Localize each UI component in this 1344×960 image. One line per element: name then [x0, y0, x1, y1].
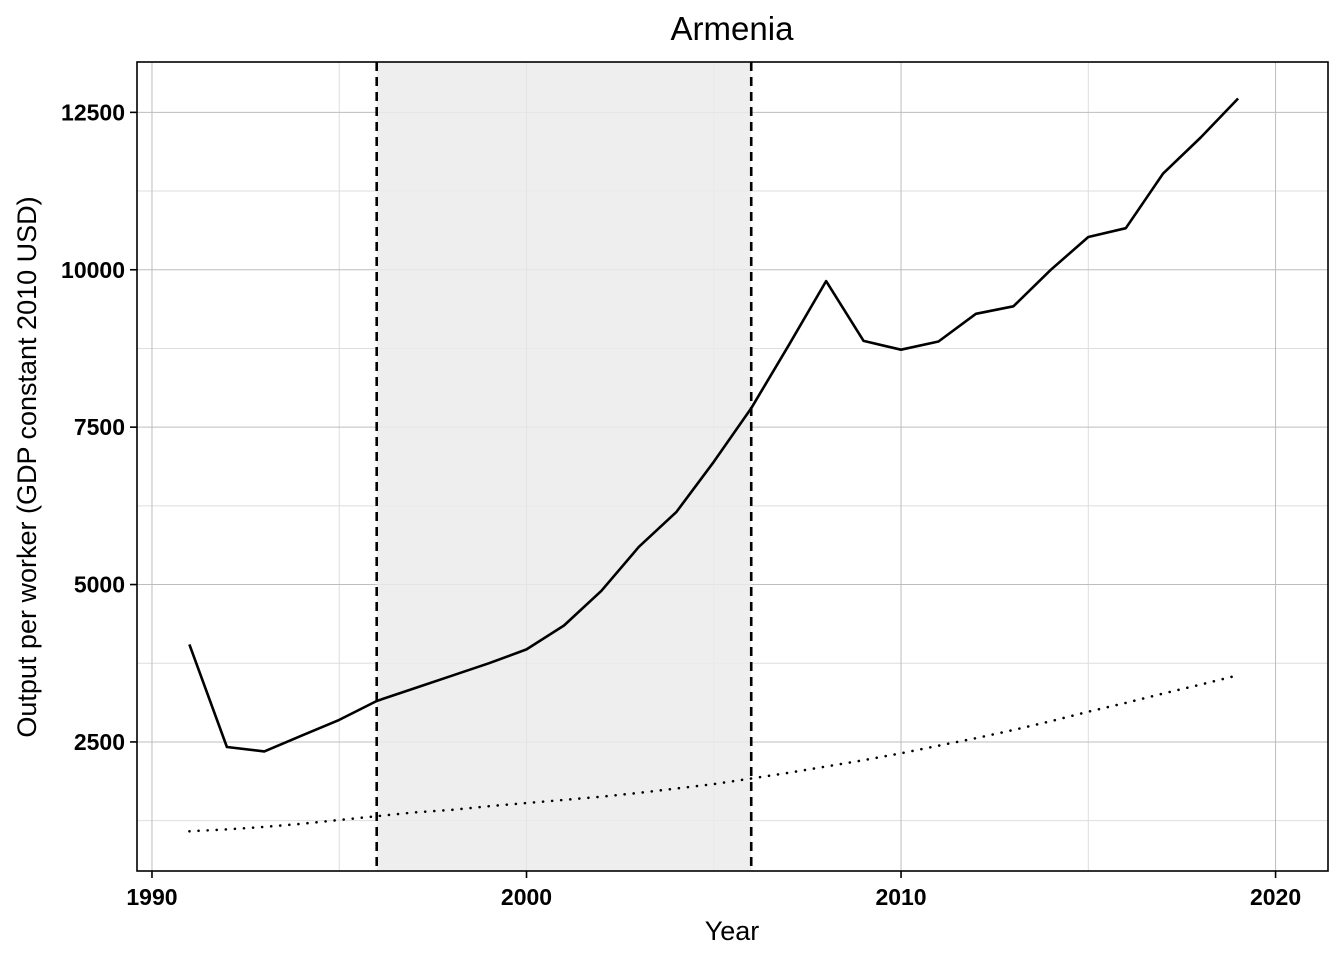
series-line-solid: [188, 97, 1240, 753]
x-tick-label: 1990: [126, 884, 177, 910]
series-line-dotted: [188, 673, 1240, 833]
x-axis-title: Year: [705, 916, 760, 946]
x-tick-label: 2010: [875, 884, 926, 910]
series-lines: [188, 97, 1240, 833]
y-tick-label: 5000: [74, 572, 125, 598]
y-tick-label: 7500: [74, 414, 125, 440]
shaded-period-rect: [376, 62, 752, 871]
plot-border: [136, 61, 1329, 872]
y-tick-label: 2500: [74, 729, 125, 755]
y-tick-label: 12500: [61, 99, 125, 125]
chart-title: Armenia: [671, 10, 795, 47]
x-tick-label: 2020: [1250, 884, 1301, 910]
y-axis-title: Output per worker (GDP constant 2010 USD…: [12, 196, 42, 737]
shaded-period: [375, 62, 753, 871]
x-axis-ticks: 1990 2000 2010 2020: [126, 871, 1301, 910]
y-axis-ticks: 2500 5000 7500 10000 12500: [61, 99, 137, 755]
y-tick-label: 10000: [61, 257, 125, 283]
x-tick-label: 2000: [501, 884, 552, 910]
